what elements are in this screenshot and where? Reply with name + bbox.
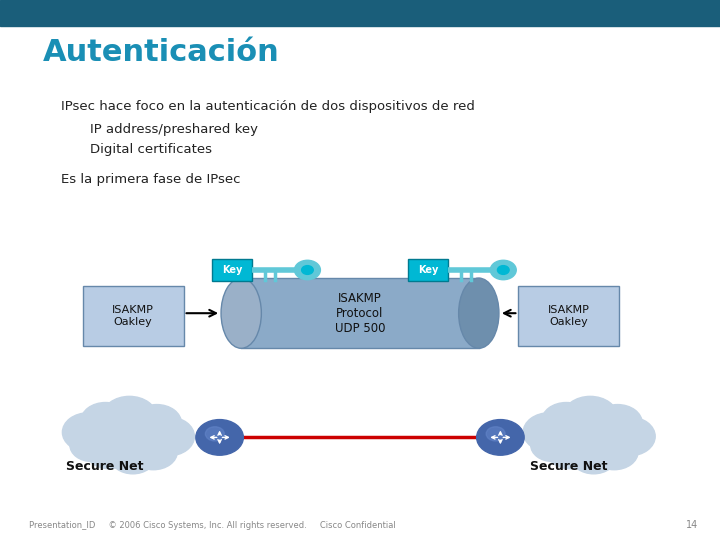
Bar — [212, 259, 252, 281]
Circle shape — [590, 434, 638, 470]
Text: Digital certificates: Digital certificates — [90, 143, 212, 156]
Text: Secure Net: Secure Net — [530, 460, 608, 473]
Text: Secure Net: Secure Net — [66, 460, 143, 473]
Circle shape — [477, 420, 524, 455]
Text: ISAKMP
Oakley: ISAKMP Oakley — [548, 305, 590, 327]
Circle shape — [490, 260, 516, 280]
Circle shape — [205, 427, 225, 441]
Circle shape — [294, 260, 320, 280]
Circle shape — [593, 404, 642, 442]
Bar — [241, 278, 479, 348]
Circle shape — [552, 411, 622, 464]
Circle shape — [547, 435, 593, 469]
Bar — [518, 286, 619, 346]
Circle shape — [196, 420, 243, 455]
Circle shape — [603, 417, 655, 456]
Circle shape — [571, 440, 616, 474]
Circle shape — [143, 417, 194, 456]
Text: Es la primera fase de IPsec: Es la primera fase de IPsec — [61, 173, 240, 186]
Circle shape — [498, 266, 509, 274]
Ellipse shape — [459, 278, 499, 348]
Circle shape — [541, 402, 591, 440]
Circle shape — [486, 427, 505, 441]
Circle shape — [70, 429, 114, 462]
Text: Presentation_ID     © 2006 Cisco Systems, Inc. All rights reserved.     Cisco Co: Presentation_ID © 2006 Cisco Systems, In… — [29, 521, 395, 530]
Ellipse shape — [221, 278, 261, 348]
Text: ISAKMP
Protocol
UDP 500: ISAKMP Protocol UDP 500 — [335, 292, 385, 335]
Text: 14: 14 — [686, 520, 698, 530]
Text: Key: Key — [222, 265, 243, 275]
Circle shape — [110, 440, 156, 474]
Circle shape — [130, 434, 177, 470]
Bar — [83, 286, 184, 346]
Circle shape — [132, 404, 181, 442]
Text: IP address/preshared key: IP address/preshared key — [90, 123, 258, 136]
Circle shape — [91, 411, 161, 464]
Text: IPsec hace foco en la autenticación de dos dispositivos de red: IPsec hace foco en la autenticación de d… — [61, 100, 475, 113]
Circle shape — [86, 435, 132, 469]
Bar — [0, 0, 720, 26]
Text: ISAKMP
Oakley: ISAKMP Oakley — [112, 305, 154, 327]
Text: Key: Key — [418, 265, 438, 275]
Circle shape — [563, 396, 618, 437]
Circle shape — [63, 413, 114, 452]
Circle shape — [302, 266, 313, 274]
Circle shape — [81, 402, 130, 440]
Circle shape — [531, 429, 575, 462]
Circle shape — [102, 396, 157, 437]
Text: Autenticación: Autenticación — [43, 38, 280, 67]
Circle shape — [523, 413, 575, 452]
Bar — [408, 259, 448, 281]
